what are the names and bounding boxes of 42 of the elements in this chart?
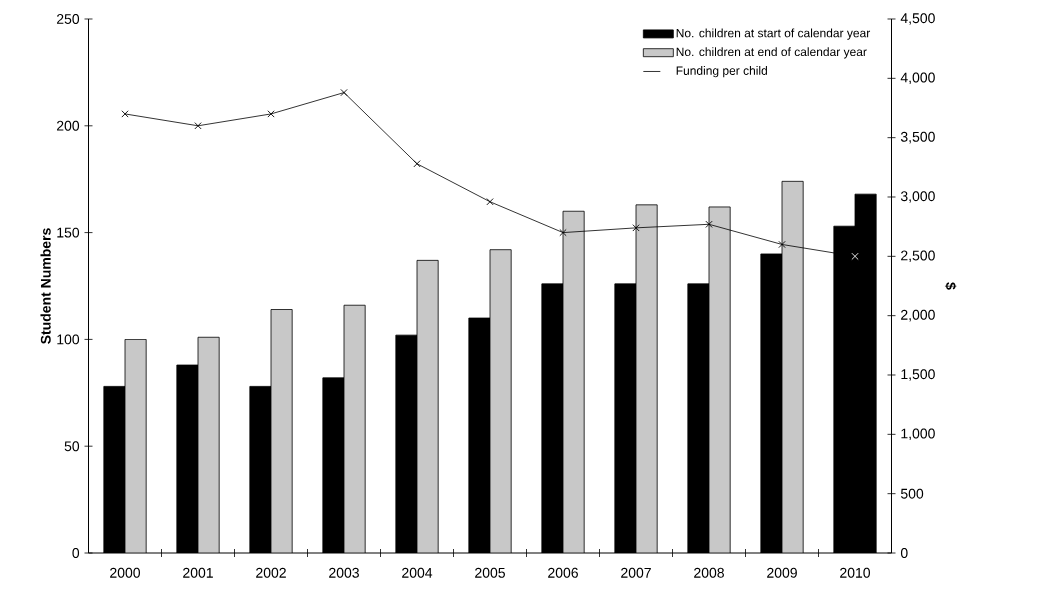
y2-tick-label: 2,500	[901, 250, 935, 263]
point	[267, 110, 275, 118]
y2-tick-label: 3,500	[900, 131, 935, 144]
y-tick-label: 50	[64, 441, 80, 452]
y2-tick-label: 1,500	[901, 369, 935, 381]
y2-tick-label: 2,000	[901, 309, 935, 322]
legend-label: No. children at end of calendar year	[676, 47, 867, 59]
y2-tick-label: 1,000	[901, 428, 935, 441]
y-tick-label: 200	[56, 120, 80, 131]
point	[705, 220, 713, 228]
point	[851, 252, 859, 260]
y-tick-label: 150	[57, 227, 80, 238]
y2-tick-label: 4,500	[900, 13, 935, 25]
y-axis-title: Student Numbers	[40, 228, 51, 344]
y2-tick-label: 500	[900, 488, 924, 499]
x-tick-label: 2003	[329, 567, 359, 578]
y-tick-label: 0	[72, 548, 80, 558]
point	[632, 224, 640, 232]
point	[559, 228, 567, 237]
legend-label: Funding per child	[676, 66, 767, 78]
x-tick-label: 2006	[548, 567, 578, 578]
point	[340, 88, 348, 97]
y-tick-label: 100	[57, 334, 80, 345]
point	[194, 122, 202, 130]
x-tick-label: 2002	[256, 567, 286, 578]
point	[486, 198, 494, 206]
x-tick-label: 2000	[110, 567, 141, 578]
y2-axis-title: $	[944, 282, 957, 290]
point	[413, 160, 421, 168]
x-tick-label: 2005	[475, 567, 505, 578]
x-tick-label: 2010	[840, 567, 871, 578]
y2-tick-label: 0	[900, 548, 908, 558]
x-tick-label: 2009	[767, 567, 797, 578]
x-tick-label: 2007	[621, 567, 651, 578]
x-tick-label: 2008	[694, 567, 724, 578]
y-tick-label: 250	[56, 14, 80, 24]
x-tick-label: 2001	[183, 567, 213, 578]
y2-tick-label: 4,000	[900, 72, 935, 85]
y2-tick-label: 3,000	[900, 191, 935, 203]
x-tick-label: 2004	[402, 567, 433, 578]
point	[778, 240, 786, 249]
legend-label: No. children at start of calendar year	[676, 28, 871, 40]
